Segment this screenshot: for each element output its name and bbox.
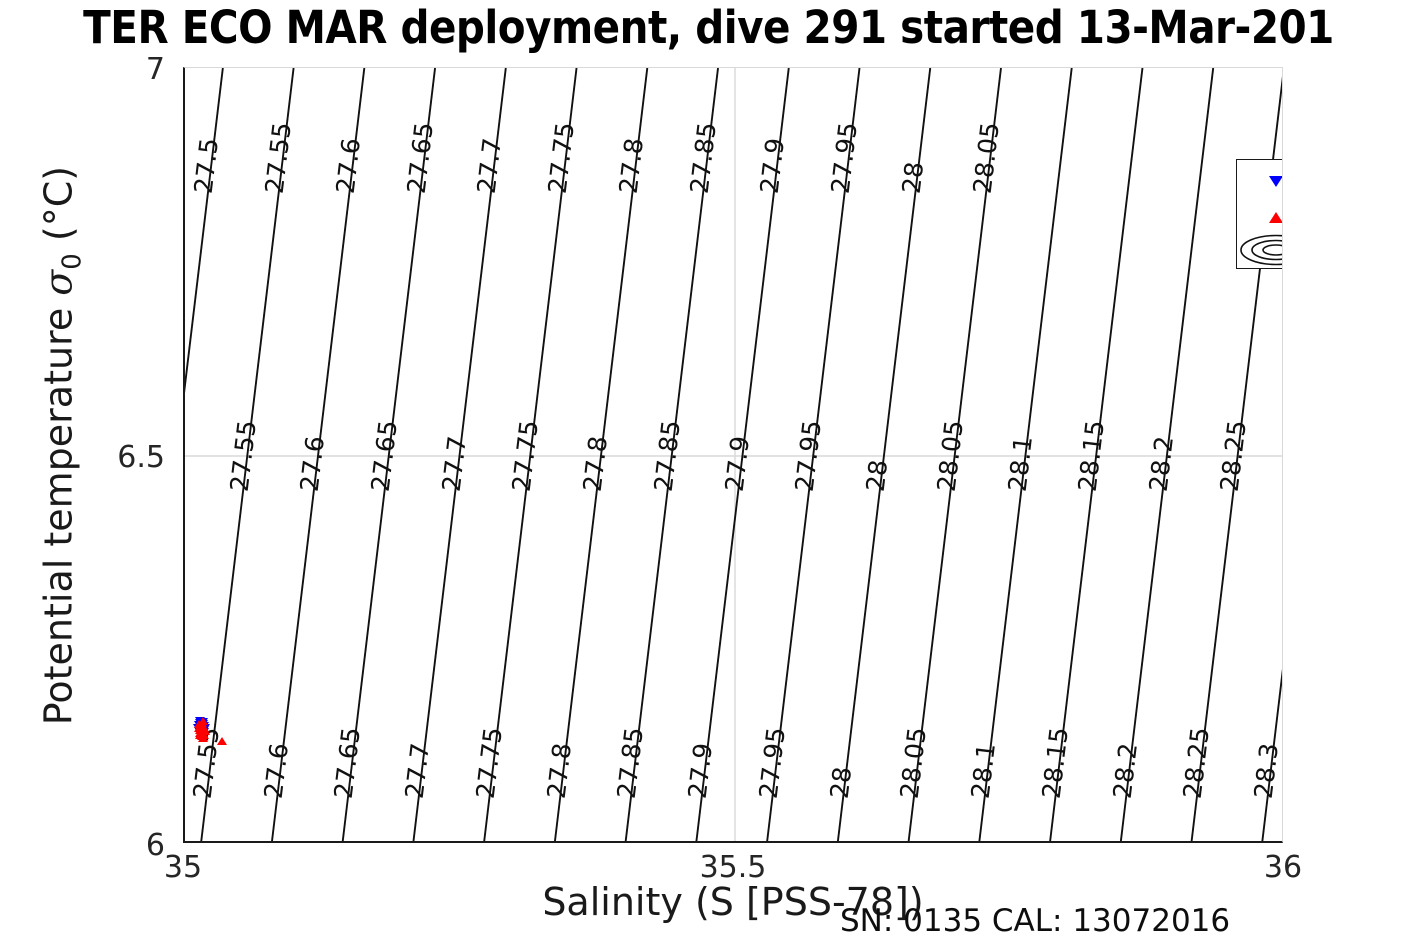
y-axis-label-suffix: (°C) xyxy=(36,165,81,254)
legend-box[interactable]: descent ascent data1 xyxy=(1236,159,1282,269)
y-axis-label-subscript: 0 xyxy=(57,253,88,270)
ytick-label-65: 6.5 xyxy=(117,440,165,475)
data-point-ascent xyxy=(217,736,228,745)
contour-label: 27.9 xyxy=(719,434,755,494)
page-title: TER ECO MAR deployment, dive 291 started… xyxy=(83,1,1334,54)
xtick-label-36: 36 xyxy=(1263,850,1303,885)
legend-item-ascent[interactable]: ascent xyxy=(1237,199,1282,235)
contour-label: 27.7 xyxy=(436,434,472,494)
sensor-annotation: SN: 0135 CAL: 13072016 xyxy=(840,903,1231,939)
legend-item-descent[interactable]: descent xyxy=(1237,163,1282,199)
triangle-down-icon xyxy=(1237,163,1282,199)
data-point-ascent xyxy=(198,730,209,739)
y-axis-label-symbol: σ xyxy=(36,269,81,296)
contour-label: 28.2 xyxy=(1107,741,1143,801)
contour-label: 27.8 xyxy=(613,136,649,195)
y-axis-label-prefix: Potential temperature xyxy=(36,295,81,726)
ytick-label-6: 6 xyxy=(145,828,165,863)
ytick-label-7: 7 xyxy=(145,52,165,87)
y-axis-label: Potential temperature σ0 (°C) xyxy=(36,126,87,766)
contour-label: 28.1 xyxy=(1002,434,1038,494)
contour-label: 27.8 xyxy=(541,741,577,801)
x-axis-label: Salinity (S [PSS-78]) xyxy=(542,880,924,924)
plot-area: 27.5 27.55 27.6 27.65 27.7 27.75 27.8 27.85 27.9… xyxy=(183,67,1283,843)
contour-label: 28 xyxy=(824,764,857,801)
contour-rings-icon xyxy=(1237,232,1282,268)
data-point-ascent xyxy=(197,722,208,731)
triangle-up-icon xyxy=(1237,199,1282,235)
contour-label: 28 xyxy=(860,458,894,494)
contour-label: 28.3 xyxy=(1248,741,1283,801)
xtick-label-355: 35.5 xyxy=(699,850,767,885)
xtick-label-35: 35 xyxy=(163,850,203,885)
contour-label: 27.6 xyxy=(258,741,294,801)
legend-item-data1[interactable]: data1 xyxy=(1237,232,1282,268)
contour-label: 28 xyxy=(896,159,929,195)
